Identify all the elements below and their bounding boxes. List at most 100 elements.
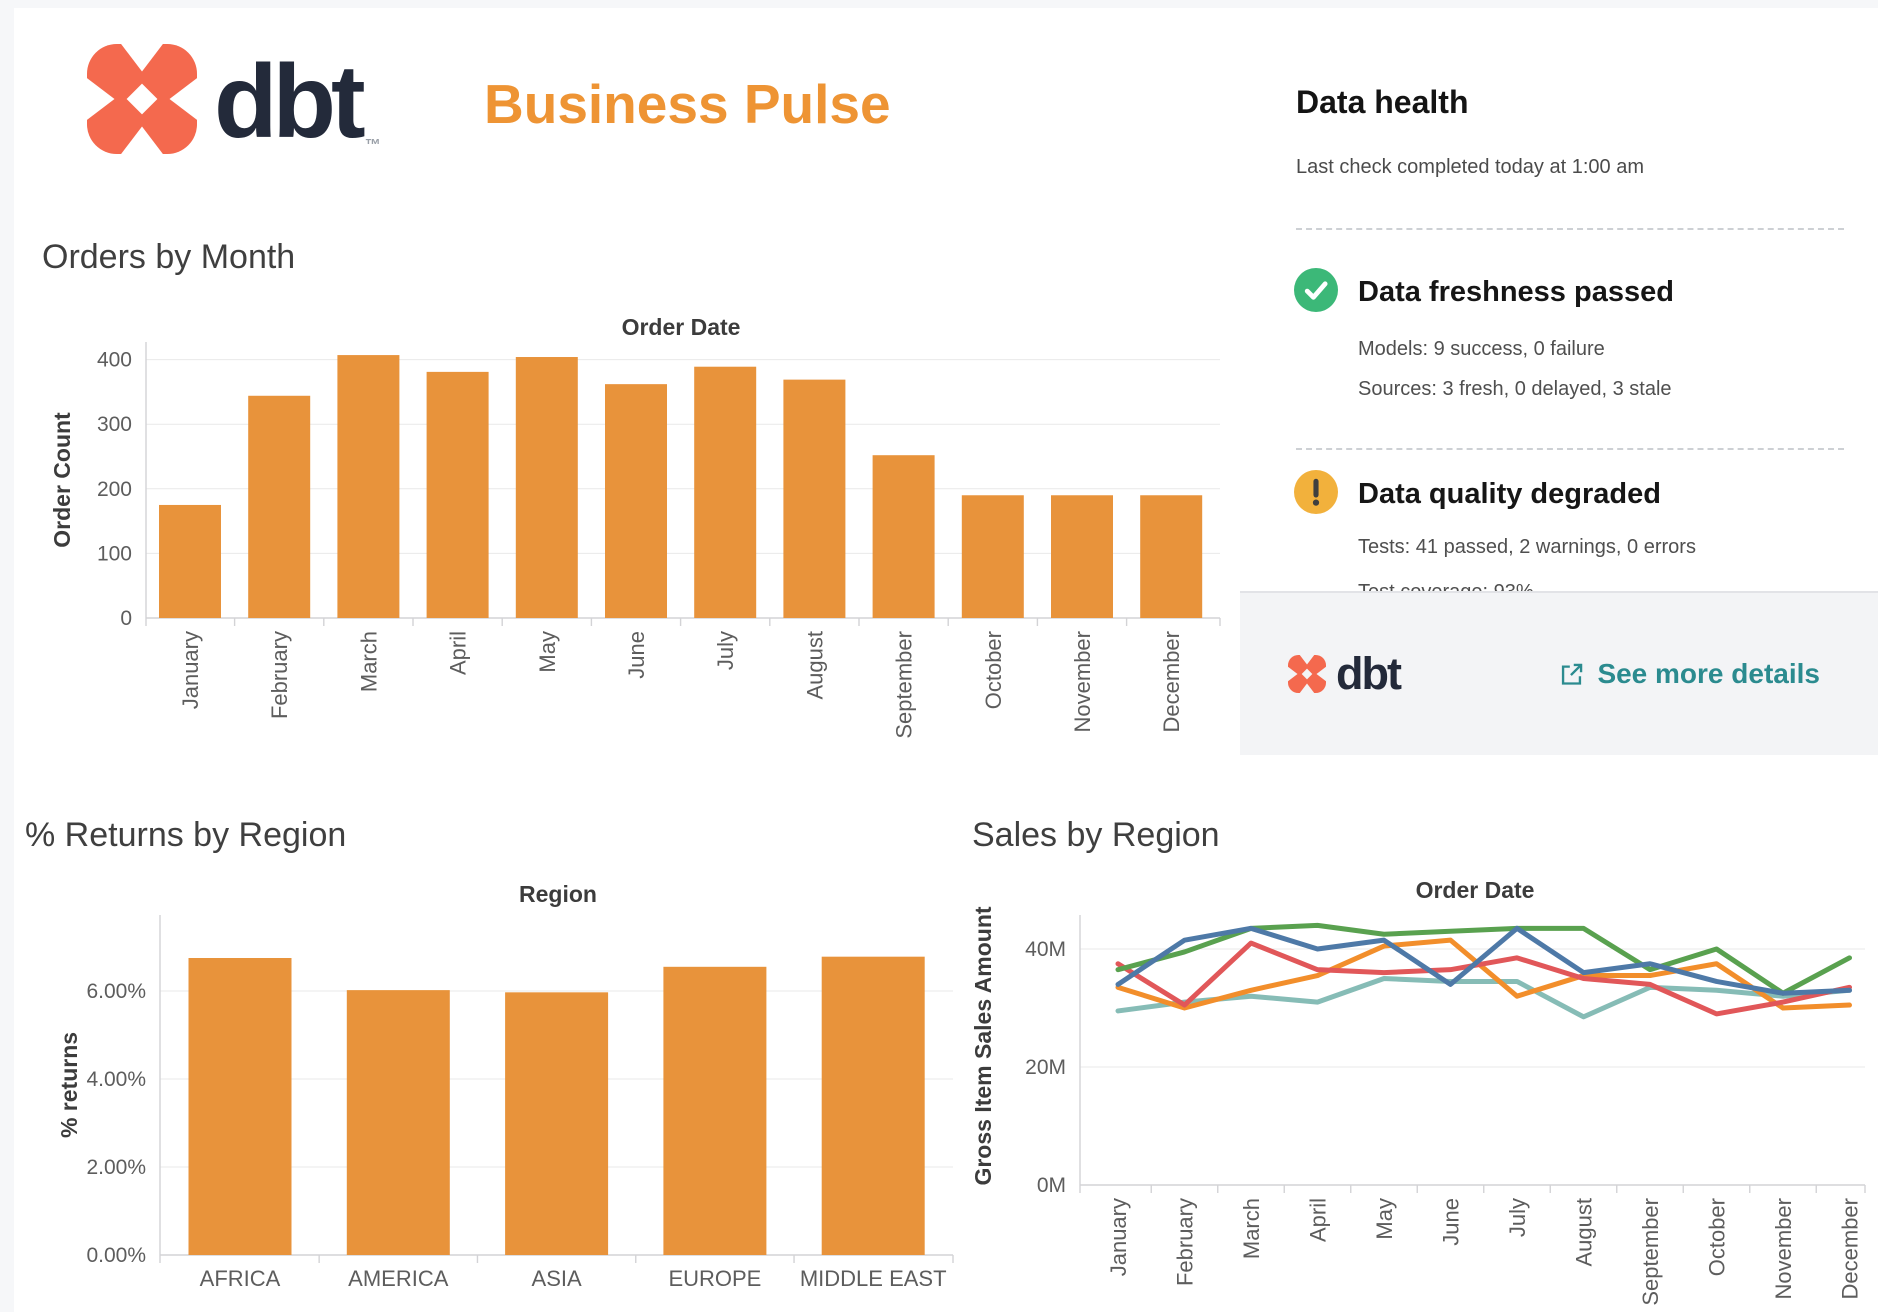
bar-africa[interactable] [188,958,292,1255]
x-category-label: February [267,631,292,719]
y-tick-label: 200 [97,478,132,501]
x-category-label: June [1439,1198,1464,1246]
dbt-wordmark: dbt ™ [214,44,381,160]
dbt-logo-icon [87,44,197,154]
bar-march[interactable] [337,355,400,618]
returns-bar-chart: 0.00% 2.00% 4.00% 6.00% Region % returns AFRIC… [56,881,954,1291]
x-category-label: September [1638,1198,1663,1306]
x-category-label: December [1838,1198,1863,1299]
x-category-label: MIDDLE EAST [800,1266,947,1291]
bar-february[interactable] [248,395,311,618]
bar-august[interactable] [783,379,846,618]
bar-middle-east[interactable] [821,956,925,1255]
x-category-label: EUROPE [668,1266,761,1291]
x-category-label: April [446,631,471,675]
window-left-edge [0,0,14,1312]
x-category-label: May [535,631,560,673]
x-category-label: February [1173,1198,1198,1286]
y-tick-label: 40M [1025,938,1066,961]
bar-september[interactable] [872,455,935,618]
y-tick-label: 100 [97,542,132,565]
x-category-label: AMERICA [348,1266,449,1291]
warning-circle-icon [1294,470,1338,514]
chart-title: Region [519,881,597,907]
x-category-label: August [802,631,827,700]
x-category-label: March [356,631,381,692]
x-category-label: ASIA [532,1266,582,1291]
last-check-text: Last check completed today at 1:00 am [1296,156,1644,178]
sales-section-title: Sales by Region [972,816,1220,854]
y-tick-label: 400 [97,349,132,372]
x-category-label: April [1306,1198,1331,1242]
bar-america[interactable] [346,990,450,1255]
data-health-card: Data health Last check completed today a… [1240,40,1878,760]
line-teal[interactable] [1115,976,1852,1020]
bar-november[interactable] [1051,495,1113,618]
trademark-mark: ™ [364,137,381,154]
returns-section-title: % Returns by Region [25,816,347,854]
see-more-details-label: See more details [1597,658,1820,689]
divider [1296,448,1844,450]
bar-april[interactable] [426,371,489,618]
bar-july[interactable] [694,366,757,618]
divider [1296,228,1844,230]
y-tick-label: 20M [1025,1056,1066,1079]
x-category-label: July [713,631,738,670]
x-category-label: September [892,631,917,739]
dbt-logo-icon [1288,655,1326,693]
dbt-footer-wordmark: dbt [1336,648,1402,699]
y-axis-title: Order Count [49,412,75,548]
quality-tests-text: Tests: 41 passed, 2 warnings, 0 errors [1358,536,1696,558]
y-tick-label: 2.00% [86,1156,146,1179]
x-category-label: June [624,631,649,679]
external-link-icon [1562,663,1583,685]
quality-status-title: Data quality degraded [1358,478,1661,510]
sales-line-chart: 0M 20M 40M Order Date Gross Item Sales Amoun… [970,877,1866,1306]
x-category-label: AFRICA [200,1266,281,1291]
bar-june[interactable] [605,384,667,618]
freshness-sources-text: Sources: 3 fresh, 0 delayed, 3 stale [1358,378,1672,400]
window-top-edge [0,0,1878,8]
data-health-footer: dbt See more details [1240,591,1878,755]
check-circle-icon [1294,268,1338,312]
page-title: Business Pulse [484,73,891,135]
y-axis-title: Gross Item Sales Amount [970,906,996,1185]
x-category-label: October [981,631,1006,709]
y-tick-label: 4.00% [86,1068,146,1091]
orders-section-title: Orders by Month [42,238,296,276]
x-category-label: November [1070,631,1095,732]
bar-may[interactable] [515,357,578,618]
chart-title: Order Date [622,314,741,340]
y-tick-label: 300 [97,413,132,436]
x-category-label: November [1771,1198,1796,1299]
y-tick-label: 0M [1037,1174,1066,1197]
chart-title: Order Date [1416,877,1535,903]
line-orange[interactable] [1115,937,1852,1011]
x-category-label: August [1572,1198,1597,1267]
line-blue[interactable] [1115,925,1852,996]
y-tick-label: 6.00% [86,980,146,1003]
freshness-models-text: Models: 9 success, 0 failure [1358,338,1605,360]
line-red[interactable] [1115,940,1852,1017]
x-category-label: May [1372,1198,1397,1240]
y-tick-label: 0.00% [86,1244,146,1267]
x-category-label: January [1106,1198,1131,1276]
bar-january[interactable] [159,504,221,618]
bar-asia[interactable] [505,992,609,1255]
x-category-label: October [1705,1198,1730,1276]
see-more-details-link[interactable]: See more details [1558,658,1820,690]
bar-europe[interactable] [663,966,767,1255]
freshness-status-title: Data freshness passed [1358,276,1674,308]
orders-bar-chart: 0 100 200 300 400 Order Date Order Count Januar… [49,314,1221,739]
bar-october[interactable] [961,495,1024,618]
x-category-label: March [1239,1198,1264,1259]
x-category-label: January [178,631,203,709]
x-category-label: December [1159,631,1184,732]
dbt-footer-brand: dbt [1288,648,1402,700]
data-health-title: Data health [1296,84,1469,120]
y-axis-title: % returns [56,1032,82,1138]
y-tick-label: 0 [120,607,132,630]
x-category-label: July [1505,1198,1530,1237]
bar-december[interactable] [1140,495,1203,618]
